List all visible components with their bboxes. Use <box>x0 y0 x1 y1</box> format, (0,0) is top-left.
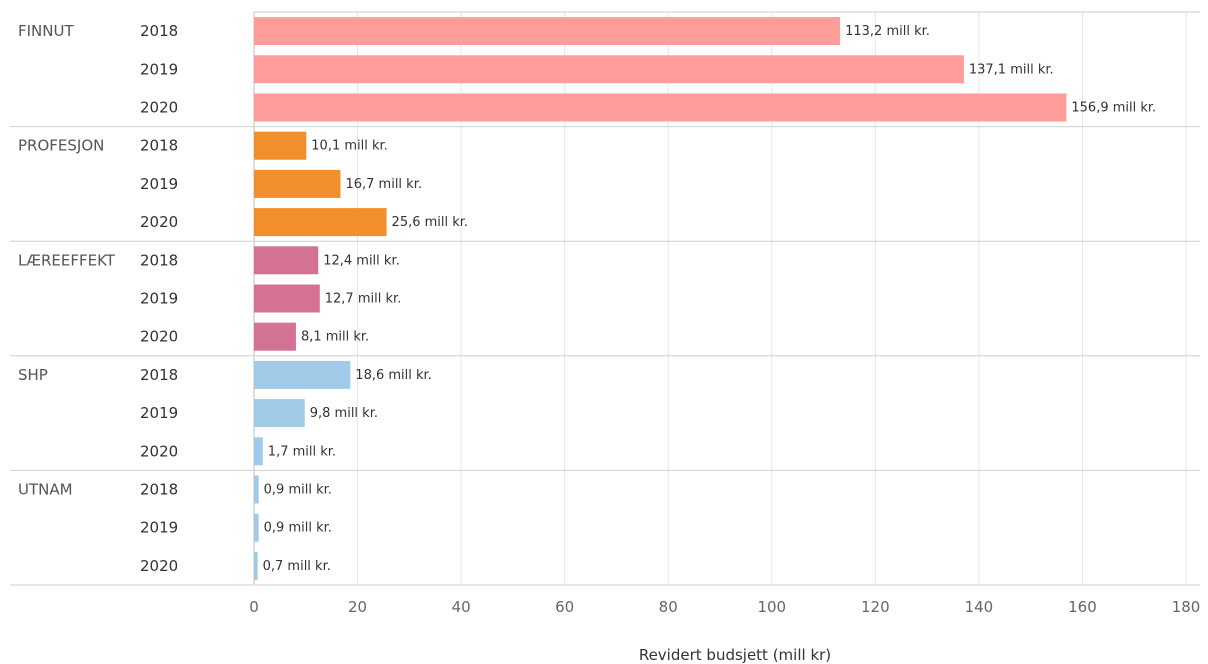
category-label-utnam: UTNAM <box>18 481 73 499</box>
bar-læreeffekt-2018 <box>254 246 319 275</box>
year-label-profesjon-2020: 2020 <box>140 213 178 231</box>
year-label-utnam-2019: 2019 <box>140 519 178 537</box>
bar-utnam-2020 <box>254 551 258 580</box>
bar-shp-2018 <box>254 360 351 389</box>
x-axis-title: Revidert budsjett (mill kr) <box>639 646 831 664</box>
category-label-shp: SHP <box>18 366 48 384</box>
year-label-shp-2018: 2018 <box>140 366 178 384</box>
bar-utnam-2018 <box>254 475 259 504</box>
data-label-shp-2018: 18,6 mill kr. <box>355 368 432 383</box>
data-label-læreeffekt-2018: 12,4 mill kr. <box>323 253 400 268</box>
bar-finnut-2019 <box>254 55 964 84</box>
year-label-læreeffekt-2018: 2018 <box>140 251 178 269</box>
x-tick-label-140: 140 <box>965 598 994 616</box>
x-tick-label-120: 120 <box>861 598 890 616</box>
x-tick-label-40: 40 <box>452 598 471 616</box>
year-label-finnut-2018: 2018 <box>140 22 178 40</box>
data-label-profesjon-2018: 10,1 mill kr. <box>311 139 388 154</box>
data-label-læreeffekt-2019: 12,7 mill kr. <box>325 292 402 307</box>
data-label-profesjon-2019: 16,7 mill kr. <box>345 177 422 192</box>
year-label-utnam-2018: 2018 <box>140 481 178 499</box>
data-label-læreeffekt-2020: 8,1 mill kr. <box>301 330 369 345</box>
labels-layer: FINNUT 2018 113,2 mill kr. 2019 137,1 mill k… <box>18 22 1156 575</box>
data-label-shp-2019: 9,8 mill kr. <box>310 406 378 421</box>
bars-layer <box>254 17 1067 580</box>
year-label-læreeffekt-2019: 2019 <box>140 290 178 308</box>
group-separators <box>10 11 1200 586</box>
data-label-finnut-2018: 113,2 mill kr. <box>845 24 930 39</box>
x-tick-label-100: 100 <box>757 598 786 616</box>
x-tick-label-180: 180 <box>1172 598 1201 616</box>
bar-profesjon-2020 <box>254 208 387 237</box>
x-tick-label-160: 160 <box>1068 598 1097 616</box>
data-label-utnam-2019: 0,9 mill kr. <box>264 521 332 536</box>
bar-finnut-2018 <box>254 17 841 46</box>
year-label-finnut-2020: 2020 <box>140 99 178 117</box>
x-tick-label-80: 80 <box>659 598 678 616</box>
data-label-profesjon-2020: 25,6 mill kr. <box>392 215 469 230</box>
bar-finnut-2020 <box>254 93 1067 122</box>
year-label-læreeffekt-2020: 2020 <box>140 328 178 346</box>
category-label-finnut: FINNUT <box>18 22 74 40</box>
x-tick-label-60: 60 <box>555 598 574 616</box>
category-label-læreeffekt: LÆREEFFEKT <box>18 251 116 269</box>
data-label-finnut-2019: 137,1 mill kr. <box>969 62 1054 77</box>
x-tick-label-20: 20 <box>348 598 367 616</box>
year-label-profesjon-2019: 2019 <box>140 175 178 193</box>
x-axis-ticks: 0 20 40 60 80 100 120 140 160 180 <box>249 598 1200 616</box>
year-label-shp-2020: 2020 <box>140 442 178 460</box>
bar-profesjon-2019 <box>254 169 341 198</box>
data-label-shp-2020: 1,7 mill kr. <box>268 444 336 459</box>
bar-utnam-2019 <box>254 513 259 542</box>
year-label-finnut-2019: 2019 <box>140 60 178 78</box>
data-label-finnut-2020: 156,9 mill kr. <box>1071 101 1156 116</box>
year-label-utnam-2020: 2020 <box>140 557 178 575</box>
bar-shp-2019 <box>254 399 305 428</box>
bar-læreeffekt-2019 <box>254 284 320 313</box>
category-label-profesjon: PROFESJON <box>18 137 104 155</box>
year-label-shp-2019: 2019 <box>140 404 178 422</box>
bar-læreeffekt-2020 <box>254 322 296 351</box>
x-tick-label-0: 0 <box>249 598 259 616</box>
data-label-utnam-2020: 0,7 mill kr. <box>263 559 331 574</box>
bar-profesjon-2018 <box>254 131 307 160</box>
year-label-profesjon-2018: 2018 <box>140 137 178 155</box>
bar-shp-2020 <box>254 437 263 466</box>
data-label-utnam-2018: 0,9 mill kr. <box>264 483 332 498</box>
